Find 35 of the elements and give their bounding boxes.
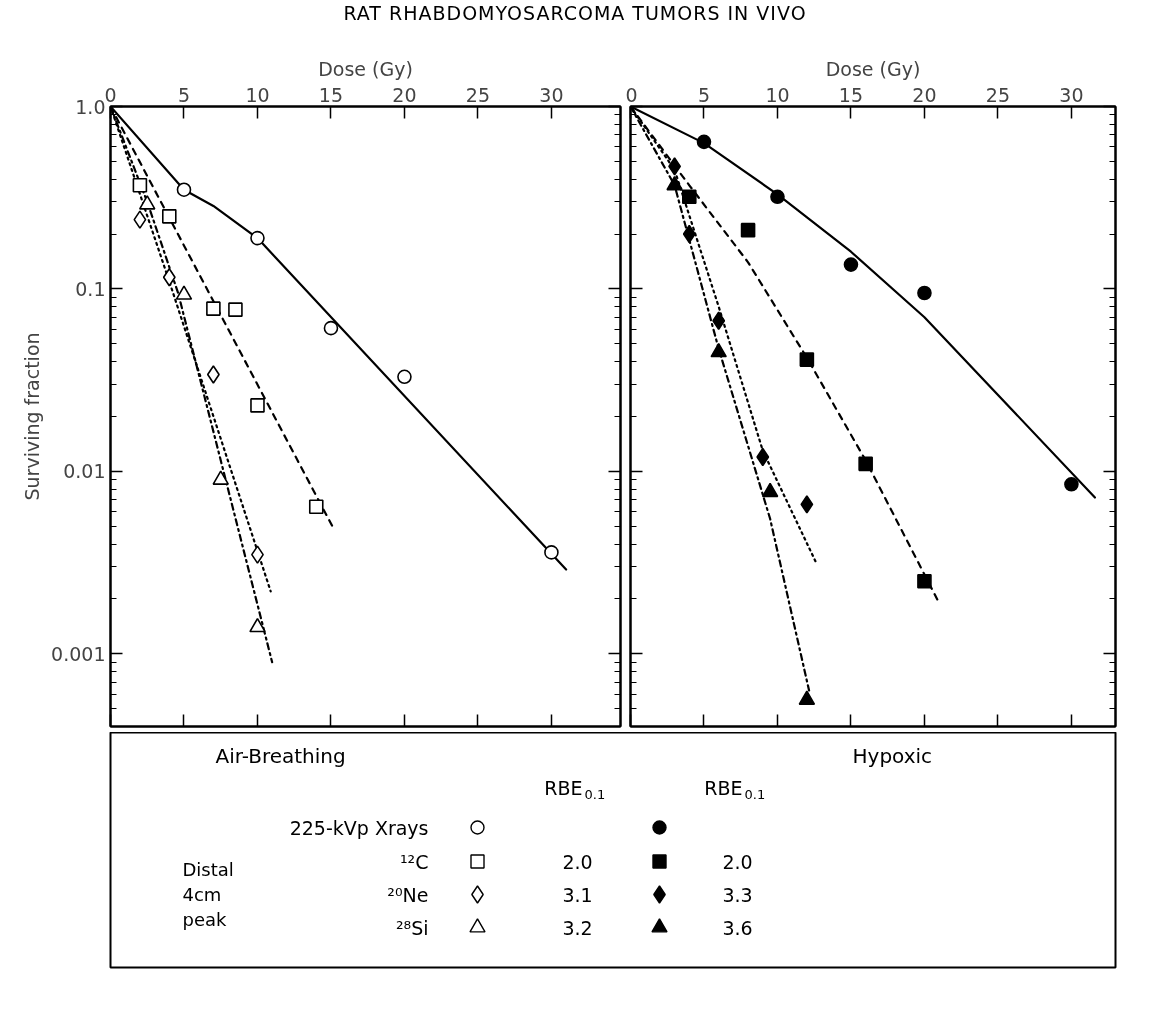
text: 3.3 (722, 883, 753, 906)
text: 2.0 (722, 850, 753, 873)
x-tick-label: 30 (1059, 83, 1084, 106)
legend-label: 225-kVp Xrays (289, 816, 429, 839)
text: 3.1 (562, 883, 593, 906)
text: 2.0 (562, 850, 593, 873)
x-tick-label: 30 (539, 83, 564, 106)
text: 3.6 (722, 916, 753, 939)
x-tick-label: 10 (245, 83, 270, 106)
x-tick-label: 0 (625, 83, 638, 106)
x-tick-label: 5 (177, 83, 191, 106)
legend-label: ²⁰Ne (387, 883, 429, 906)
x-tick-label: 15 (838, 83, 864, 106)
legend-label: ¹²C (400, 850, 429, 873)
y-axis-title: Surviving fraction (21, 332, 44, 501)
text: 3.2 (562, 916, 593, 939)
y-tick-label: 0.01 (63, 460, 106, 483)
x-tick-label: 0 (104, 83, 117, 106)
text: Distal 4cm peak (182, 858, 234, 931)
x-axis-title: Dose (Gy) (825, 57, 921, 80)
y-tick-label: 0.001 (51, 642, 106, 665)
y-tick-label: 1.0 (75, 95, 106, 118)
legend-label: ²⁸Si (395, 916, 429, 939)
x-tick-label: 10 (765, 83, 790, 106)
x-tick-label: 15 (318, 83, 344, 106)
text: Hypoxic (852, 743, 933, 768)
x-tick-label: 20 (912, 83, 937, 106)
x-tick-label: 20 (392, 83, 417, 106)
x-axis-title: Dose (Gy) (318, 57, 413, 80)
x-tick-label: 5 (697, 83, 711, 106)
x-tick-label: 25 (465, 83, 491, 106)
x-tick-label: 25 (985, 83, 1011, 106)
text: Air-Breathing (215, 743, 346, 768)
chart-title: RAT RHABDOMYOSARCOMA TUMORS IN VIVO (343, 1, 807, 26)
y-tick-label: 0.1 (75, 277, 106, 300)
